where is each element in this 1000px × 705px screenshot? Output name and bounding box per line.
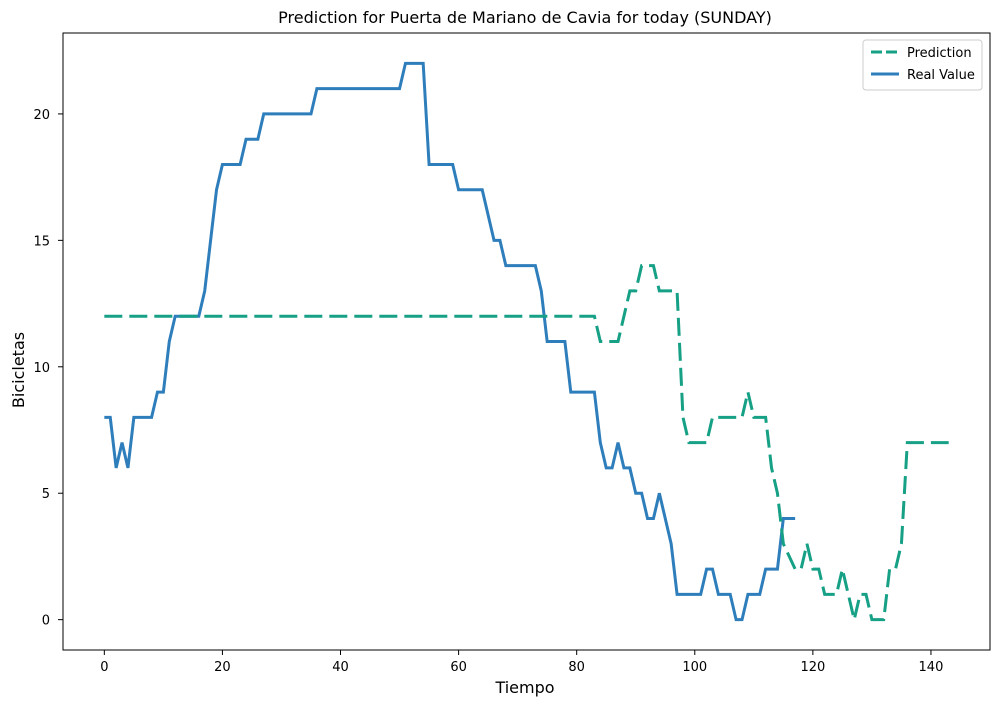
legend-label: Real Value — [907, 68, 975, 83]
x-tick-label: 100 — [682, 660, 707, 675]
y-axis-title: Bicicletas — [9, 332, 28, 408]
y-tick-label: 5 — [42, 487, 50, 502]
series-line-prediction — [104, 264, 949, 622]
y-tick-label: 10 — [33, 361, 50, 376]
series-line-real-value — [104, 61, 796, 622]
plot-frame — [62, 32, 991, 651]
x-tick-label: 0 — [100, 660, 108, 675]
x-tick-label: 120 — [800, 660, 825, 675]
x-tick-label: 20 — [214, 660, 231, 675]
chart-title: Prediction for Puerta de Mariano de Cavi… — [278, 8, 772, 27]
x-axis-title: Tiempo — [494, 678, 554, 697]
y-tick-label: 15 — [33, 234, 50, 249]
x-tick-label: 40 — [332, 660, 349, 675]
y-tick-label: 20 — [33, 108, 50, 123]
y-tick-label: 0 — [42, 614, 50, 629]
plot-area: 0 20 40 60 80 100 120 140 0 5 10 15 20 Prediction Real… — [33, 32, 991, 675]
x-tick-label: 60 — [450, 660, 467, 675]
legend-label: Prediction — [907, 46, 972, 61]
x-tick-label: 80 — [568, 660, 585, 675]
legend: Prediction Real Value — [862, 39, 983, 91]
x-tick-label: 140 — [919, 660, 944, 675]
